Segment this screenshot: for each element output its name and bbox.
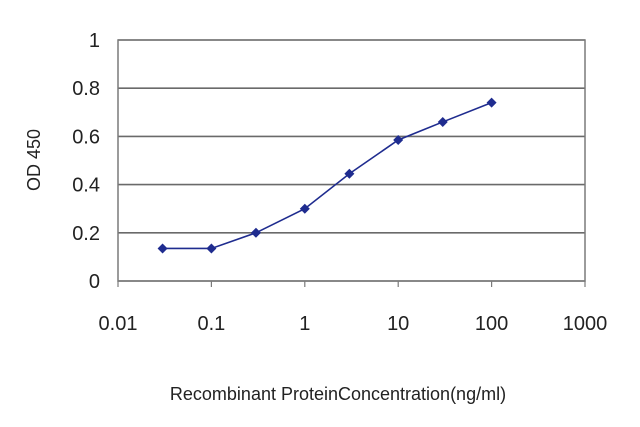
x-tick-label: 100 (475, 313, 508, 335)
y-axis-title: OD 450 (24, 129, 44, 191)
grid-lines (118, 39, 585, 282)
data-point (393, 135, 404, 146)
x-tick-label: 1 (299, 313, 310, 335)
tick-labels: 0 0.2 0.4 0.6 0.8 1 0.01 0.1 1 10 100 1000 (72, 30, 607, 335)
y-tick-label: 0.8 (72, 78, 100, 100)
data-point (157, 243, 168, 254)
data-point (250, 227, 261, 238)
x-axis-title: Recombinant ProteinConcentration(ng/ml) (170, 384, 506, 404)
data-series (157, 97, 497, 254)
y-tick-label: 0.2 (72, 223, 100, 245)
data-point (437, 116, 448, 127)
x-tick-label: 0.01 (99, 313, 138, 335)
data-point (344, 168, 355, 179)
y-tick-label: 0.6 (72, 126, 100, 148)
series-line (162, 101, 492, 250)
data-point (299, 203, 310, 214)
data-point (206, 243, 217, 254)
x-tick-label: 1000 (563, 313, 608, 335)
y-tick-label: 0 (89, 271, 100, 293)
data-point (486, 97, 497, 108)
x-tick-label: 0.1 (197, 313, 225, 335)
x-tick-label: 10 (387, 313, 409, 335)
plot-area-frame (117, 39, 586, 282)
y-tick-label: 0.4 (72, 175, 100, 197)
y-tick-label: 1 (89, 30, 100, 52)
